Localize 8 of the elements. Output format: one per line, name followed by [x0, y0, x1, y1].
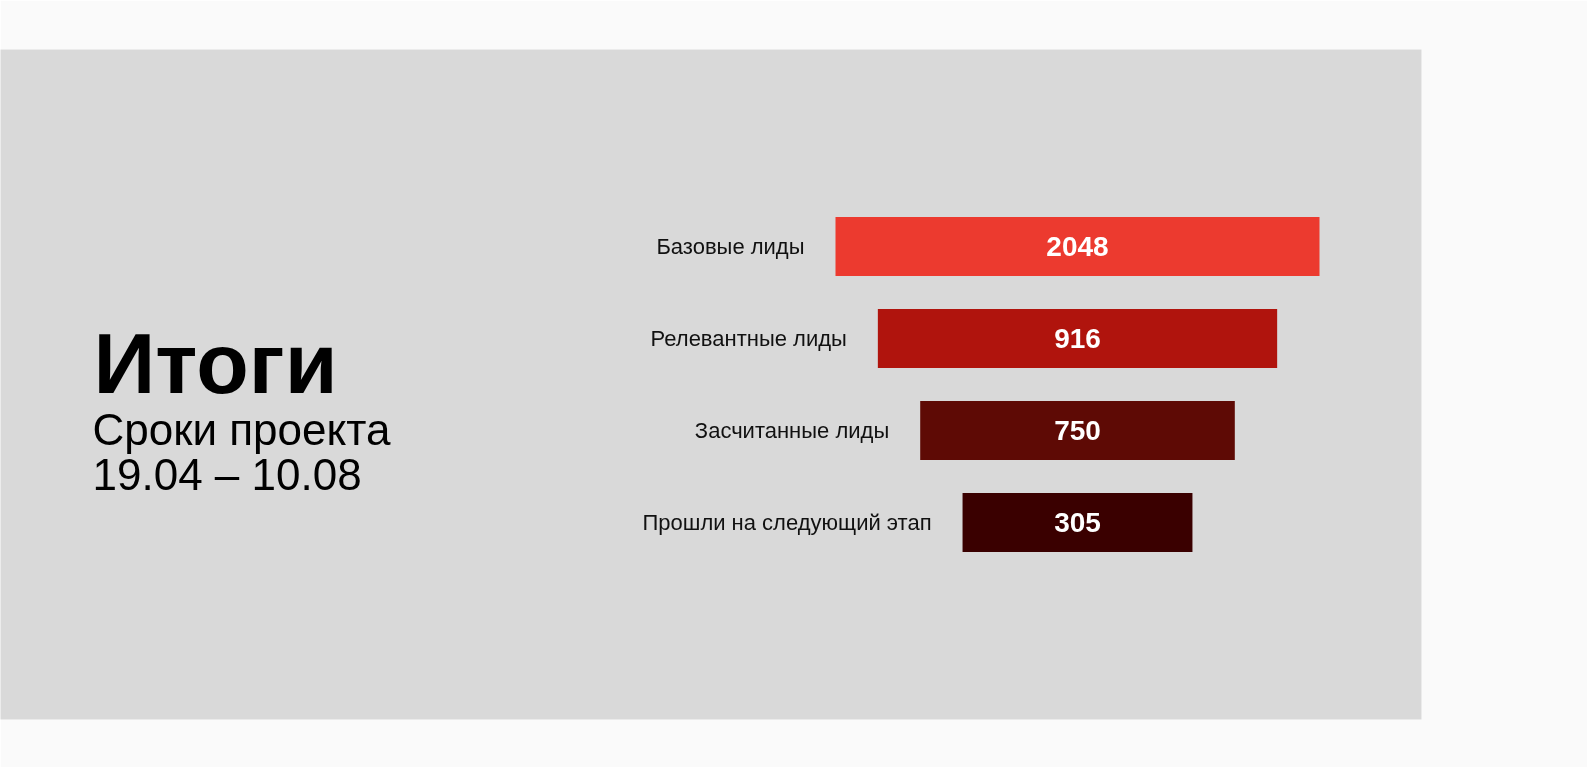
data-label: 750	[1054, 415, 1101, 446]
category-label: Базовые лиды	[656, 234, 805, 259]
category-label: Засчитанные лиды	[694, 418, 890, 443]
data-label: 2048	[1046, 231, 1109, 262]
data-label: 305	[1054, 507, 1101, 538]
data-label: 916	[1054, 323, 1101, 354]
category-label: Прошли на следующий этап	[642, 510, 932, 535]
category-label: Релевантные лиды	[650, 326, 847, 351]
